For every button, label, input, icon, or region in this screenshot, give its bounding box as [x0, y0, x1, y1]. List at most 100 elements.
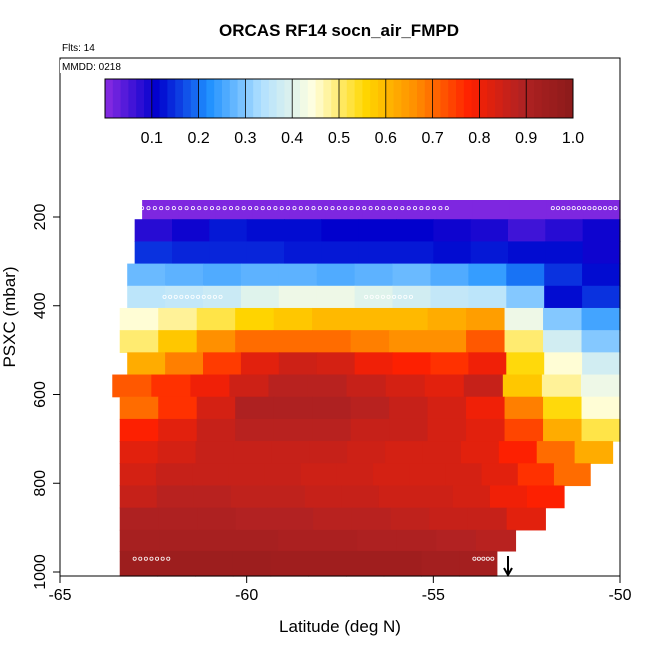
- heatmap-cell: [429, 507, 469, 531]
- colorbar-segment: [198, 79, 207, 118]
- sample-marker: [184, 206, 189, 211]
- sample-marker: [432, 206, 437, 211]
- heatmap-cell: [354, 352, 394, 376]
- heatmap-cell: [270, 550, 309, 577]
- heatmap-cell: [463, 374, 504, 398]
- sample-marker: [228, 206, 233, 211]
- heatmap-cell: [422, 441, 462, 464]
- colorbar-segment: [151, 79, 161, 118]
- heatmap-cell: [373, 463, 410, 487]
- colorbar-segment: [292, 79, 301, 118]
- heatmap-cell: [362, 200, 401, 220]
- colorbar-tick-label: 0.1: [141, 130, 163, 147]
- heatmap-cell: [195, 550, 234, 577]
- sample-marker: [166, 556, 171, 561]
- colorbar-segment: [463, 79, 473, 118]
- chart-title: ORCAS RF14 socn_air_FMPD: [219, 21, 459, 40]
- heatmap-cell: [358, 241, 397, 265]
- heatmap-cell: [312, 396, 352, 420]
- heatmap-cell: [229, 374, 270, 398]
- sample-marker: [587, 206, 592, 211]
- sample-marker: [248, 206, 253, 211]
- colorbar-segment: [261, 79, 270, 118]
- sample-marker: [216, 206, 221, 211]
- sample-marker: [406, 206, 411, 211]
- heatmap-cell: [273, 330, 313, 353]
- sample-marker: [330, 206, 335, 211]
- heatmap-cell: [504, 307, 544, 331]
- heatmap-cell: [235, 307, 275, 331]
- colorbar-tick-label: 0.6: [375, 130, 397, 147]
- heatmap-cell: [357, 529, 398, 552]
- heatmap-cell: [119, 330, 159, 353]
- colorbar-segment: [346, 79, 356, 118]
- colorbar-segment: [268, 79, 278, 118]
- x-tick-label: -50: [608, 587, 631, 604]
- sample-marker: [196, 294, 201, 299]
- sample-marker: [146, 206, 151, 211]
- heatmap-cell: [235, 507, 276, 531]
- heatmap-cell: [354, 263, 394, 287]
- heatmap-cell: [553, 463, 591, 487]
- colorbar-tick-label: 0.2: [187, 130, 209, 147]
- sample-marker: [197, 206, 202, 211]
- heatmap-cell: [119, 529, 160, 552]
- colorbar-tick-label: 0.7: [421, 130, 443, 147]
- heatmap-cell: [157, 550, 196, 577]
- heatmap-cell: [468, 352, 507, 376]
- sample-marker: [413, 206, 418, 211]
- heatmap-cell: [246, 219, 285, 243]
- colorbar-segment: [144, 79, 153, 118]
- heatmap-cell: [541, 374, 582, 398]
- sample-marker: [380, 294, 385, 299]
- sample-marker: [143, 556, 148, 561]
- heatmap-cell: [307, 374, 348, 398]
- sample-marker: [592, 206, 597, 211]
- heatmap-cell: [235, 330, 275, 353]
- heatmap-cell: [427, 330, 467, 353]
- sample-marker: [165, 206, 170, 211]
- heatmap-cell: [582, 241, 621, 265]
- colorbar-segment: [214, 79, 223, 118]
- heatmap-cell: [232, 550, 272, 577]
- colorbar-segment: [456, 79, 465, 118]
- heatmap-cell: [112, 374, 152, 398]
- heatmap-cell: [119, 418, 159, 442]
- heatmap-cell: [350, 307, 390, 331]
- heatmap-cell: [385, 374, 426, 398]
- heatmap-cell: [273, 307, 313, 331]
- heatmap-cell: [193, 485, 232, 509]
- heatmap-cell: [536, 441, 576, 464]
- colorbar-segment: [284, 79, 293, 118]
- sample-marker: [397, 294, 402, 299]
- colorbar-segment: [175, 79, 184, 118]
- heatmap-cell: [506, 285, 545, 309]
- heatmap-cell: [409, 463, 446, 487]
- colorbar-segment: [167, 79, 176, 118]
- colorbar-segment: [534, 79, 543, 118]
- heatmap-cell: [582, 285, 621, 309]
- sample-marker: [571, 206, 576, 211]
- sample-marker: [140, 206, 145, 211]
- heatmap-cell: [544, 352, 583, 376]
- sample-marker: [132, 556, 137, 561]
- sample-marker: [254, 206, 259, 211]
- heatmap-cell: [430, 263, 469, 287]
- heatmap-cell: [543, 330, 583, 353]
- heatmap-cell: [459, 550, 498, 577]
- heatmap-cell: [345, 550, 385, 577]
- heatmap-cell: [209, 241, 248, 265]
- heatmap-cell: [273, 396, 313, 420]
- y-tick-label: 200: [32, 204, 49, 231]
- heatmap-cell: [341, 485, 380, 509]
- heatmap-cell: [165, 352, 204, 376]
- heatmap-cell: [508, 219, 546, 243]
- date-annotation: MMDD: 0218: [62, 62, 121, 73]
- sample-marker: [317, 206, 322, 211]
- heatmap-cell: [240, 285, 280, 309]
- heatmap-cell: [504, 418, 544, 442]
- heatmap-cell: [308, 550, 347, 577]
- heatmap-cell: [119, 307, 159, 331]
- colorbar-segment: [557, 79, 566, 118]
- heatmap-cell: [427, 418, 467, 442]
